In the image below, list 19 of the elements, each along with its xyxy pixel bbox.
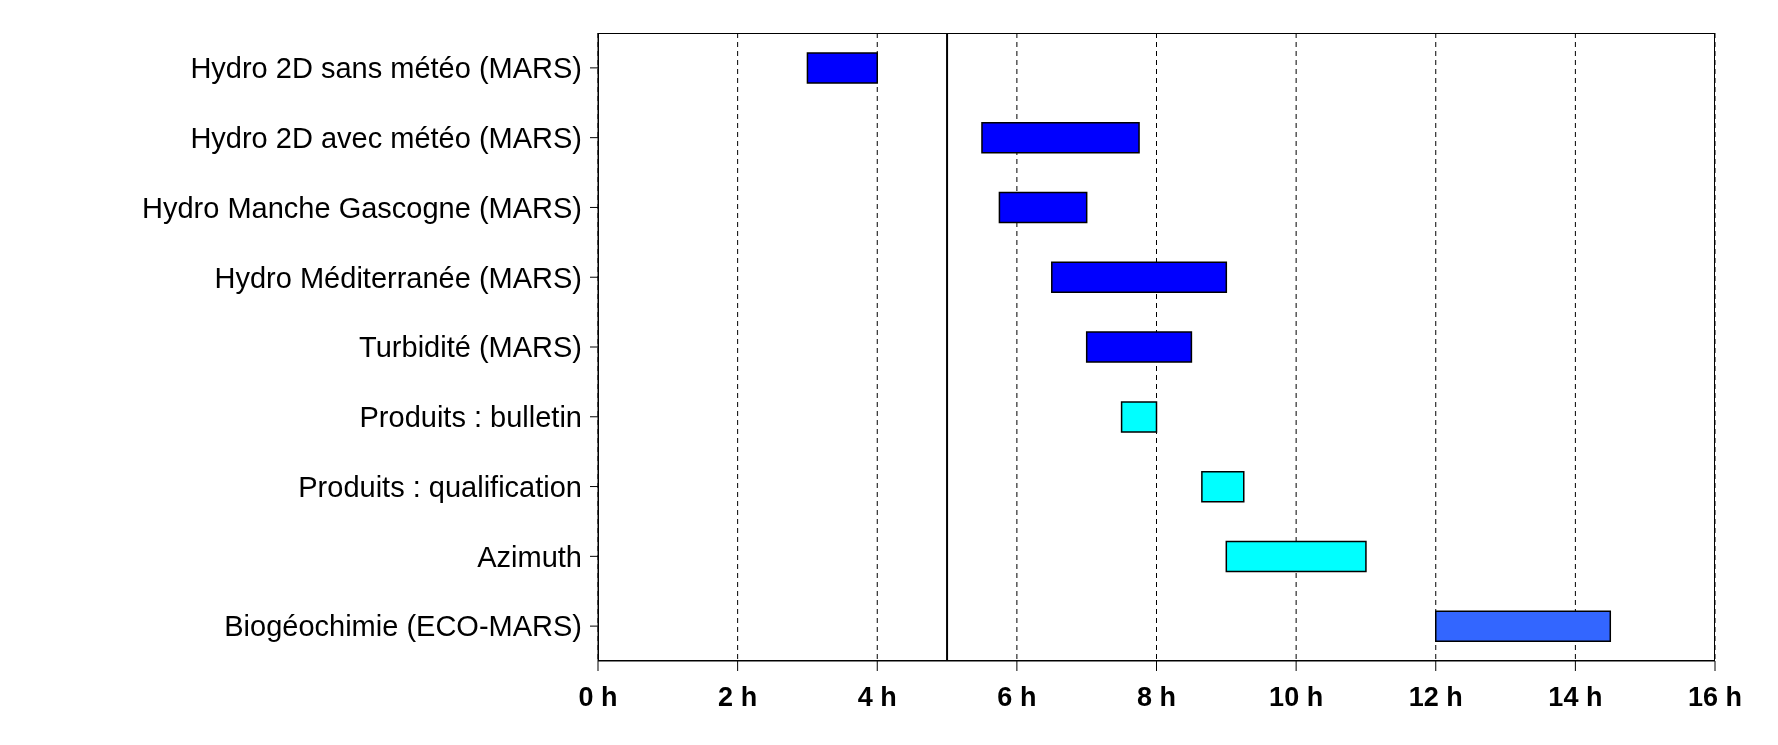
x-tick-label: 14 h [1548,682,1603,713]
y-tick-label: Turbidité (MARS) [359,331,582,364]
y-tick-label: Produits : qualification [298,470,582,503]
y-tick-label: Hydro Manche Gascogne (MARS) [142,191,582,224]
bar [1201,470,1245,503]
x-tick-label: 16 h [1687,682,1743,713]
y-tick-label: Hydro 2D sans météo (MARS) [190,52,582,85]
x-tick-label: 0 h [578,682,618,713]
y-tick-label: Produits : bulletin [359,401,582,434]
x-tick-label: 10 h [1269,682,1324,713]
x-tick-label: 8 h [1136,682,1177,713]
y-tick-label: Hydro 2D avec météo (MARS) [190,121,582,154]
y-tick-label: Azimuth [477,540,582,573]
x-tick-label: 4 h [857,682,897,713]
y-tick-label: Biogéochimie (ECO-MARS) [224,610,582,643]
x-tick-label: 12 h [1408,682,1463,713]
x-tick-label: 6 h [997,682,1037,713]
y-tick-label: Hydro Méditerranée (MARS) [214,261,582,294]
x-tick-label: 2 h [718,682,758,713]
